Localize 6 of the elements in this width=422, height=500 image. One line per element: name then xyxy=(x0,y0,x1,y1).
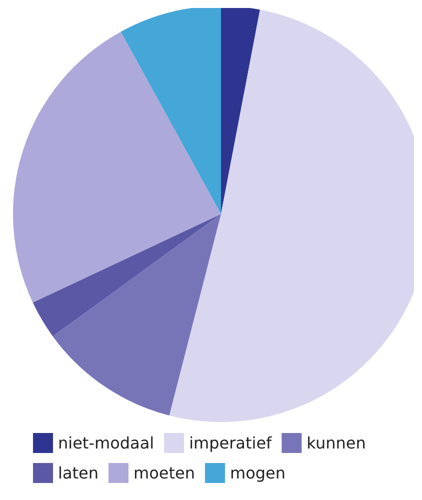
legend-label: niet-modaal xyxy=(58,434,154,452)
legend-label: mogen xyxy=(230,464,286,482)
legend-label: kunnen xyxy=(306,434,366,452)
legend-label: laten xyxy=(58,464,99,482)
legend-label: moeten xyxy=(134,464,195,482)
legend-label: imperatief xyxy=(189,434,272,452)
